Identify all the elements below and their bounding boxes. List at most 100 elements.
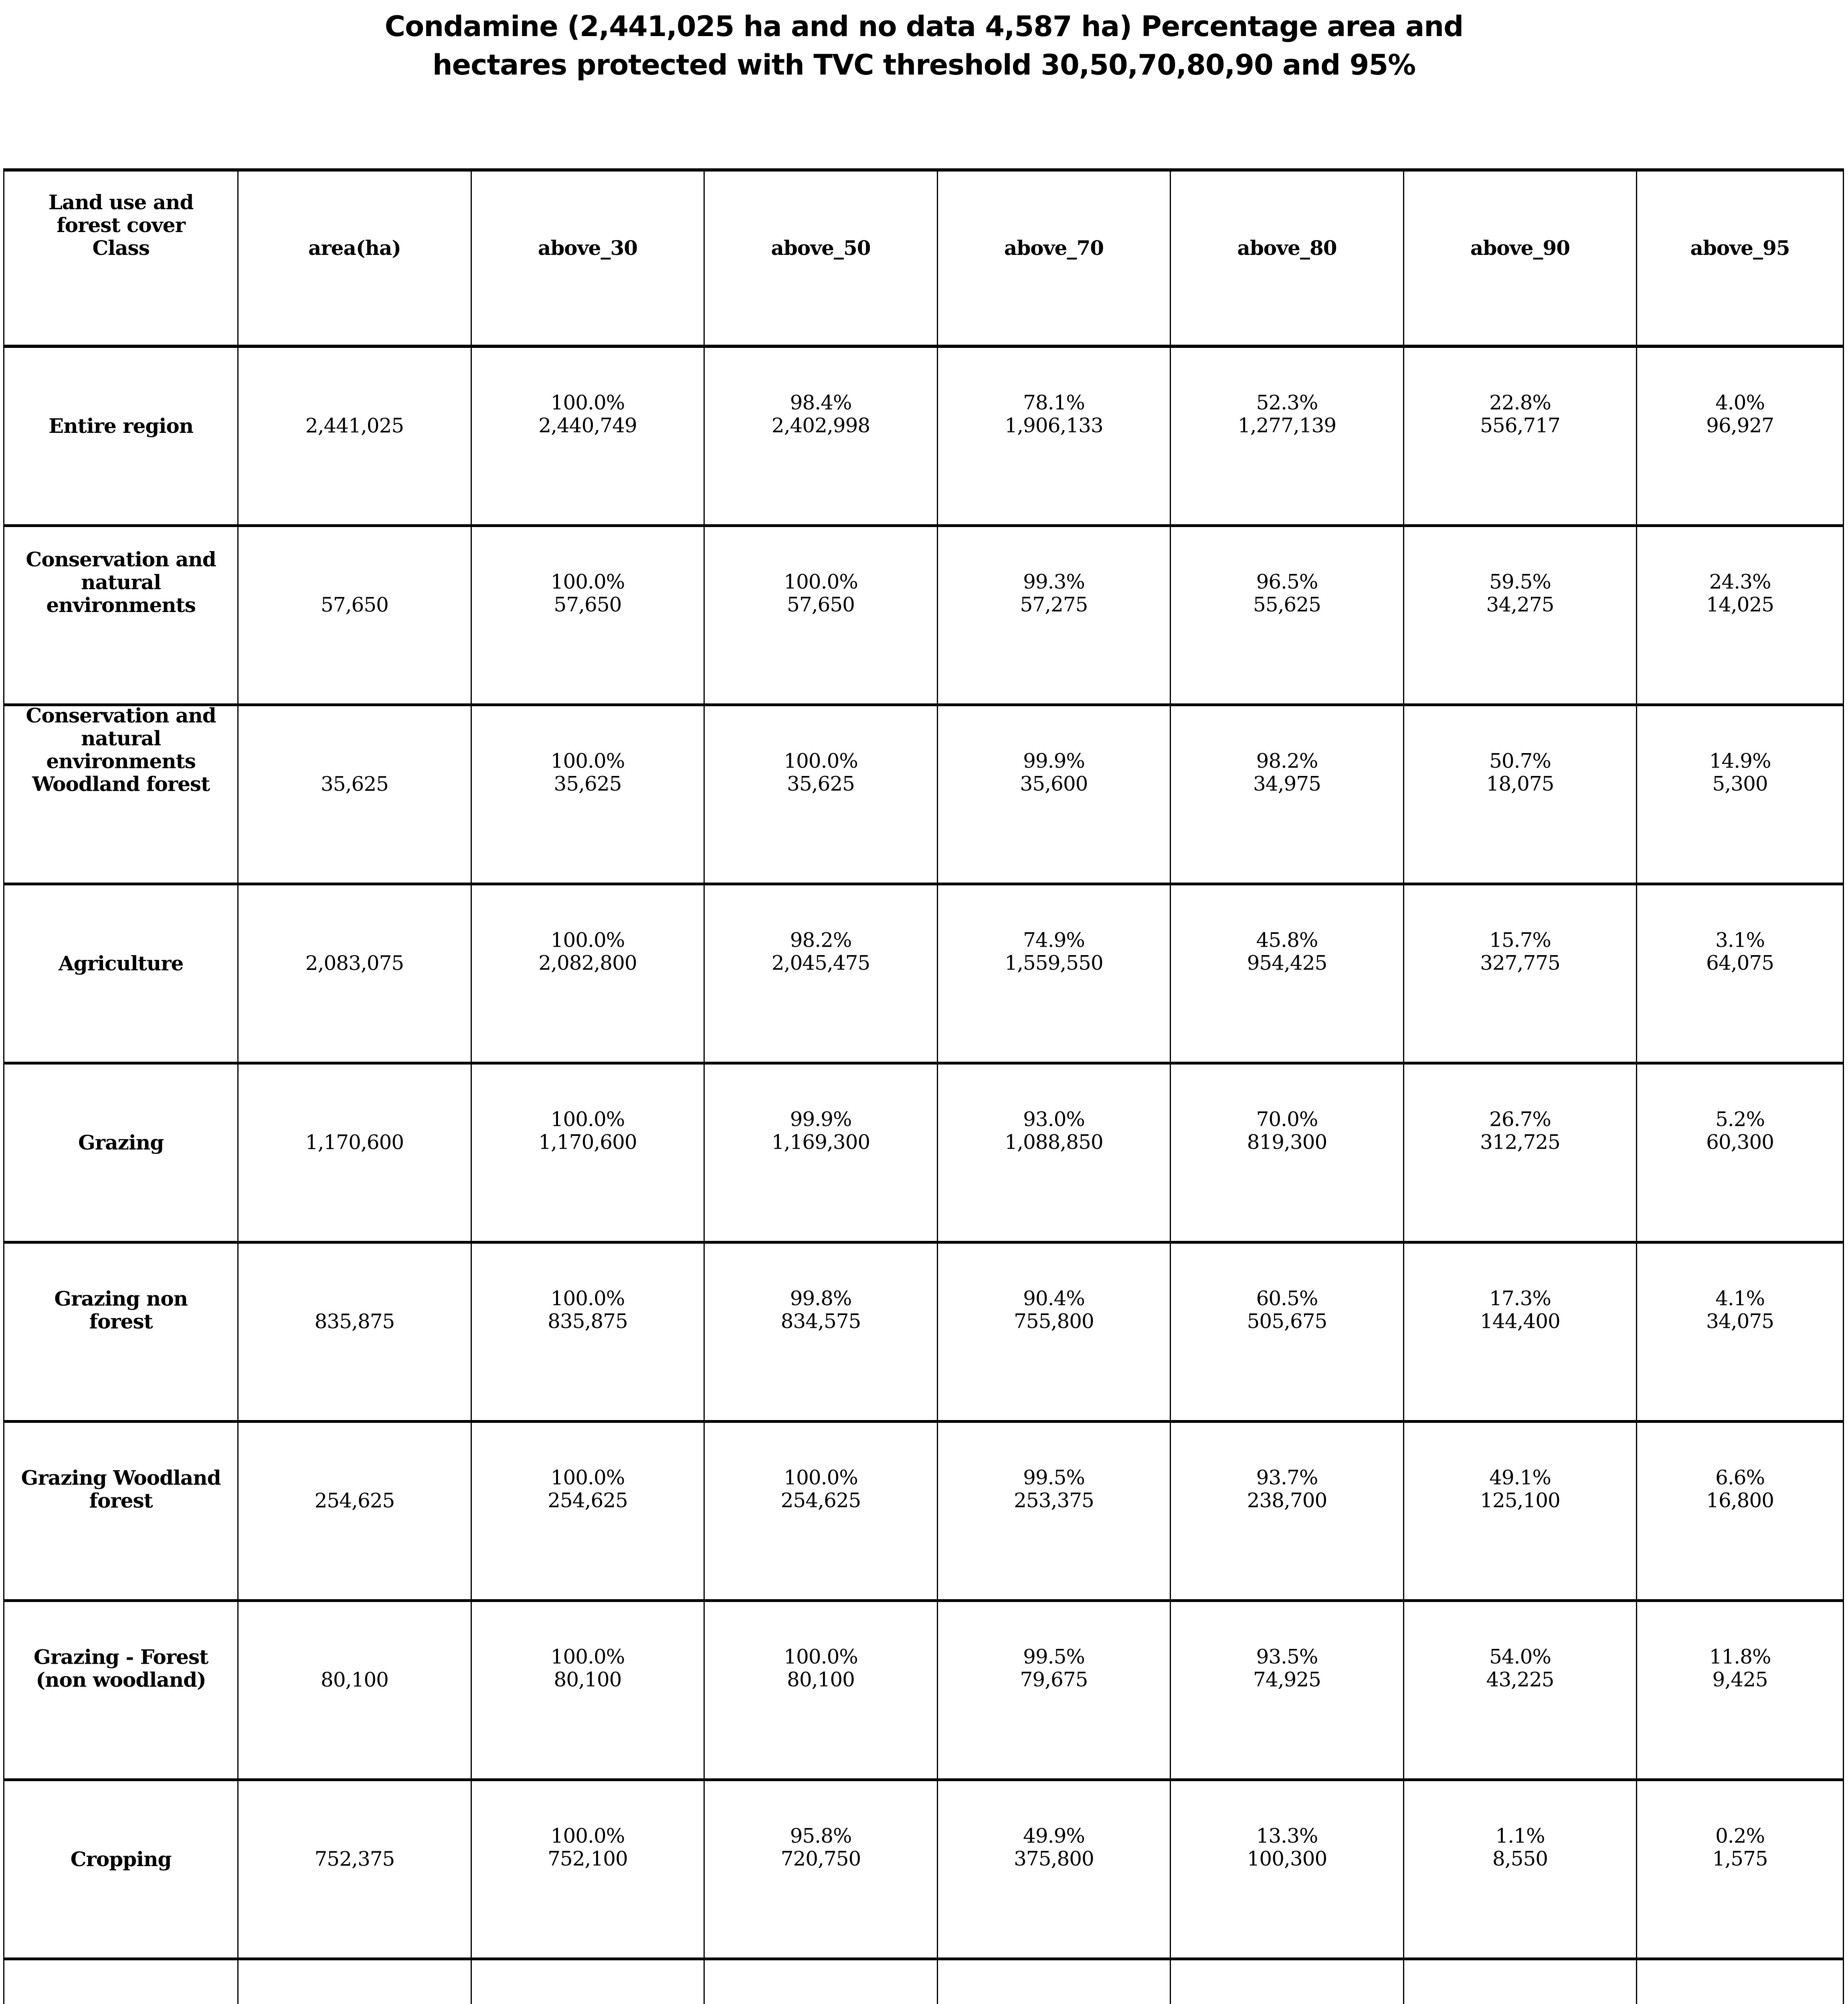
hectares-value: 80,100 xyxy=(554,1668,622,1691)
threshold-cell: 97.1%155,150 xyxy=(705,1960,938,2004)
hectares-value: 35,625 xyxy=(554,772,622,796)
table-row: Conservation and natural environments Woodl… xyxy=(4,706,1843,885)
percent-value: 54.0% xyxy=(1489,1645,1551,1669)
percent-value: 93.7% xyxy=(1256,1466,1318,1489)
threshold-cell: 13.3% 100,300 xyxy=(1171,1781,1404,1958)
percent-value: 24.3% xyxy=(1709,570,1771,594)
percent-value: 49.1% xyxy=(1489,1466,1551,1489)
table-row: Agriculture 2,083,075 100.0% 2,082,800 98.2%… xyxy=(4,885,1843,1065)
column-header-above-70: above_70 xyxy=(938,172,1171,345)
percent-value: 11.8% xyxy=(1709,1645,1771,1669)
percent-value: 60.5% xyxy=(1256,1287,1318,1310)
percent-value: 59.5% xyxy=(1489,570,1551,594)
percent-value: 78.1% xyxy=(1023,391,1085,414)
hectares-value: 2,440,749 xyxy=(538,414,637,437)
percent-value: 14.9% xyxy=(1709,749,1771,773)
hectares-value: 18,075 xyxy=(1486,772,1555,796)
percent-value: 22.8% xyxy=(1489,391,1551,414)
threshold-cell: 59.3%94,700 xyxy=(938,1960,1171,2004)
hectares-value: 5,300 xyxy=(1712,772,1768,796)
threshold-cell: 100.0% 835,875 xyxy=(472,1244,705,1420)
hectares-value: 64,075 xyxy=(1706,951,1774,975)
row-label: Grazing - Forest (non woodland) xyxy=(4,1602,239,1778)
percent-value: 99.9% xyxy=(790,1107,852,1131)
percent-value: 1.1% xyxy=(1495,1824,1545,1848)
table-row: Irrigation159,825100.0%159,82597.1%155,1… xyxy=(4,1960,1843,2004)
hectares-value: 57,275 xyxy=(1020,593,1088,616)
column-header-above-90: above_90 xyxy=(1404,172,1638,345)
threshold-cell: 100.0% 254,625 xyxy=(705,1423,938,1599)
area-ha-cell: 35,625 xyxy=(239,706,472,883)
threshold-cell: 78.1% 1,906,133 xyxy=(938,348,1171,524)
hectares-value: 238,700 xyxy=(1247,1489,1328,1512)
percent-value: 49.9% xyxy=(1023,1824,1085,1848)
table-row: Entire region 2,441,025 100.0% 2,440,749 98.… xyxy=(4,348,1843,527)
threshold-cell: 96.5% 55,625 xyxy=(1171,527,1404,703)
area-ha-cell: 2,441,025 xyxy=(239,348,472,524)
percent-value: 100.0% xyxy=(550,1824,625,1848)
hectares-value: 2,045,475 xyxy=(771,951,870,975)
hectares-value: 254,625 xyxy=(780,1489,861,1512)
percent-value: 100.0% xyxy=(550,749,625,773)
percent-value: 4.1% xyxy=(1715,1287,1765,1310)
percent-value: 100.0% xyxy=(784,570,858,594)
row-label: Agriculture xyxy=(4,885,239,1062)
threshold-cell: 1.4%2,200 xyxy=(1637,1960,1843,2004)
percent-value: 5.2% xyxy=(1715,1107,1765,1131)
percent-value: 100.0% xyxy=(550,391,625,414)
threshold-cell: 6.6% 16,800 xyxy=(1637,1423,1843,1599)
percent-value: 17.3% xyxy=(1489,1287,1551,1310)
percent-value: 100.0% xyxy=(550,1107,625,1131)
threshold-cell: 100.0% 2,440,749 xyxy=(472,348,705,524)
area-ha-cell: 835,875 xyxy=(239,1244,472,1420)
threshold-cell: 99.9% 35,600 xyxy=(938,706,1171,883)
hectares-value: 1,559,550 xyxy=(1005,951,1103,975)
threshold-cell: 24.3% 14,025 xyxy=(1637,527,1843,703)
percent-value: 6.6% xyxy=(1715,1466,1765,1489)
threshold-cell: 17.3% 144,400 xyxy=(1404,1244,1638,1420)
threshold-cell: 11.8% 9,425 xyxy=(1637,1602,1843,1778)
threshold-cell: 59.5% 34,275 xyxy=(1404,527,1638,703)
threshold-cell: 4.1%6,500 xyxy=(1404,1960,1638,2004)
percent-value: 99.5% xyxy=(1023,1645,1085,1669)
threshold-cell: 100.0% 57,650 xyxy=(705,527,938,703)
column-header-above-30: above_30 xyxy=(472,172,705,345)
threshold-cell: 52.3% 1,277,139 xyxy=(1171,348,1404,524)
threshold-cell: 49.1% 125,100 xyxy=(1404,1423,1638,1599)
percent-value: 99.3% xyxy=(1023,570,1085,594)
threshold-cell: 100.0% 752,100 xyxy=(472,1781,705,1958)
percent-value: 13.3% xyxy=(1256,1824,1318,1848)
threshold-cell: 1.1% 8,550 xyxy=(1404,1781,1638,1958)
row-label: Grazing xyxy=(4,1065,239,1241)
threshold-cell: 90.4% 755,800 xyxy=(938,1244,1171,1420)
hectares-value: 752,100 xyxy=(548,1847,628,1871)
threshold-cell: 100.0% 80,100 xyxy=(472,1602,705,1778)
column-header-class: Land use and forest cover Class xyxy=(4,172,239,345)
threshold-cell: 15.7% 327,775 xyxy=(1404,885,1638,1062)
hectares-value: 1,169,300 xyxy=(771,1130,870,1154)
threshold-cell: 3.1% 64,075 xyxy=(1637,885,1843,1062)
hectares-value: 144,400 xyxy=(1480,1309,1561,1333)
hectares-value: 9,425 xyxy=(1712,1668,1768,1691)
hectares-value: 1,575 xyxy=(1712,1847,1768,1871)
threshold-cell: 99.9% 1,169,300 xyxy=(705,1065,938,1241)
threshold-cell: 54.0% 43,225 xyxy=(1404,1602,1638,1778)
column-header-above-95: above_95 xyxy=(1690,236,1790,260)
percent-value: 15.7% xyxy=(1489,928,1551,952)
hectares-value: 254,625 xyxy=(548,1489,628,1512)
hectares-value: 1,088,850 xyxy=(1005,1130,1103,1154)
hectares-value: 57,650 xyxy=(787,593,855,616)
hectares-value: 327,775 xyxy=(1480,951,1561,975)
hectares-value: 14,025 xyxy=(1706,593,1774,616)
percent-value: 100.0% xyxy=(550,928,625,952)
threshold-cell: 49.9% 375,800 xyxy=(938,1781,1171,1958)
hectares-value: 96,927 xyxy=(1706,414,1774,437)
table-row: Conservation and natural environments 57,65… xyxy=(4,527,1843,706)
threshold-cell: 4.1% 34,075 xyxy=(1637,1244,1843,1420)
threshold-cell: 60.5% 505,675 xyxy=(1171,1244,1404,1420)
percent-value: 100.0% xyxy=(550,1287,625,1310)
percent-value: 98.2% xyxy=(790,928,852,952)
area-ha-cell: 1,170,600 xyxy=(239,1065,472,1241)
percent-value: 74.9% xyxy=(1023,928,1085,952)
